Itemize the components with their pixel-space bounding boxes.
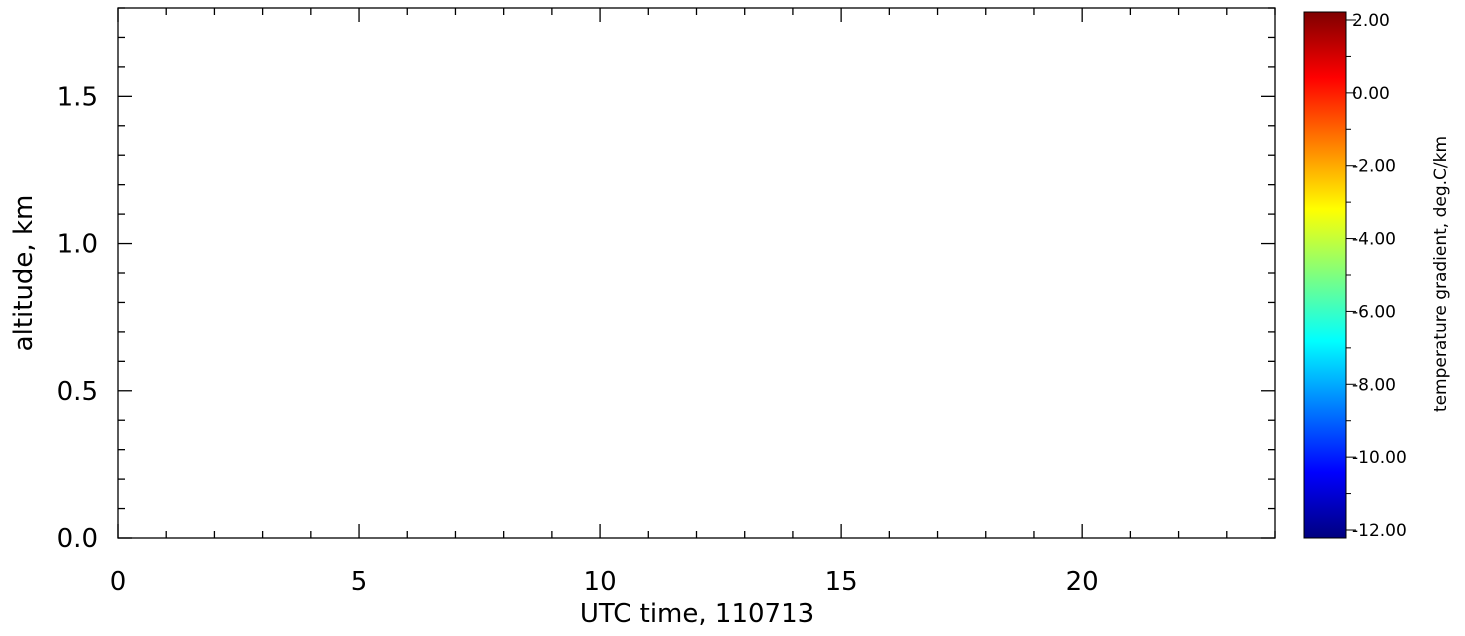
colorbar-tick-label: -6.00 xyxy=(1352,302,1396,322)
colorbar-label: temperature gradient, deg.C/km xyxy=(1431,136,1451,412)
x-tick-label: 10 xyxy=(584,567,617,597)
colorbar-tick-label: -12.00 xyxy=(1352,521,1407,541)
x-tick-label: 20 xyxy=(1066,567,1099,597)
x-axis-label: UTC time, 110713 xyxy=(580,599,814,629)
colorbar-tick-label: -8.00 xyxy=(1352,375,1396,395)
y-tick-label: 1.5 xyxy=(57,82,98,112)
colorbar-tick-label: 2.00 xyxy=(1352,11,1390,31)
colorbar-tick-label: -10.00 xyxy=(1352,448,1407,468)
y-axis: 0.0 0.5 1.0 1.5 xyxy=(57,7,1275,554)
x-tick-label: 5 xyxy=(351,567,368,597)
colorbar-tick-label: -4.00 xyxy=(1352,230,1396,250)
y-tick-label: 0.0 xyxy=(57,524,98,554)
colorbar xyxy=(1303,11,1347,539)
colorbar-tick-label: 0.00 xyxy=(1352,84,1390,104)
plot-area xyxy=(117,7,1276,539)
x-axis: 0 5 10 15 20 xyxy=(110,8,1276,597)
y-tick-label: 0.5 xyxy=(57,377,98,407)
y-tick-label: 1.0 xyxy=(57,230,98,260)
x-tick-label: 0 xyxy=(110,567,127,597)
x-tick-label: 15 xyxy=(825,567,858,597)
colorbar-tick-label: -2.00 xyxy=(1352,157,1396,177)
colorbar-axis: 2.00 0.00 -2.00 -4.00 -6.00 -8.00 -10.00 -12.00 xyxy=(1346,11,1407,541)
y-axis-label: altitude, km xyxy=(9,195,39,352)
